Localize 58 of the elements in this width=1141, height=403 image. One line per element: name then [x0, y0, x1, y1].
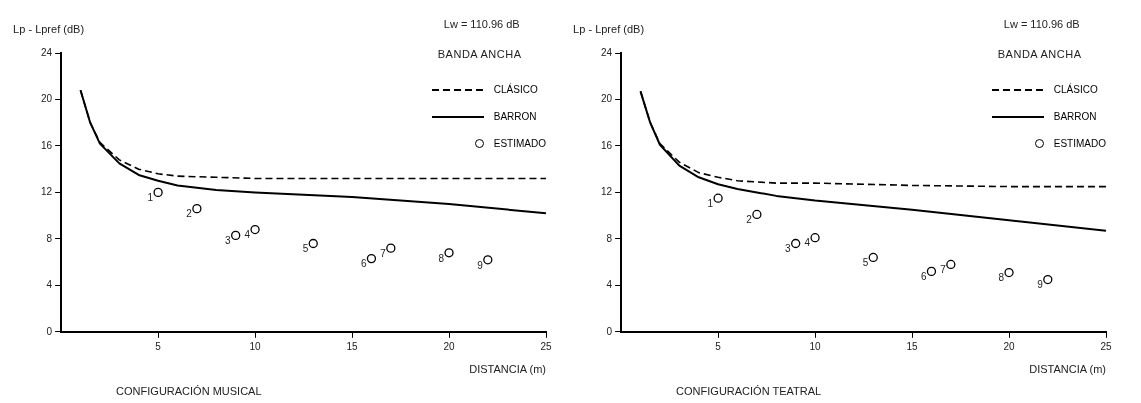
y-tick-label: 12	[41, 186, 53, 198]
annotation: 6	[920, 271, 927, 283]
legend-label: CLÁSICO	[1053, 84, 1098, 95]
x-tick-label: 5	[155, 340, 162, 352]
y-tick-label: 0	[46, 325, 53, 337]
annotation: 5	[862, 257, 869, 269]
x-tick-label: 25	[1100, 340, 1112, 352]
y-axis-title: Lp - Lpref (dB)	[573, 23, 645, 35]
annotation: 1	[707, 197, 714, 209]
annotation: 3	[785, 243, 792, 255]
annotation: 2	[746, 214, 753, 226]
annotation: 1	[147, 192, 154, 204]
annotation: 6	[360, 258, 367, 270]
y-tick-label: 24	[41, 46, 53, 58]
legend-label: ESTIMADO	[493, 138, 546, 149]
annotation: 7	[380, 247, 387, 259]
y-tick-label: 4	[606, 279, 613, 291]
y-tick-label: 8	[606, 232, 613, 244]
x-tick-label: 20	[1003, 340, 1016, 352]
text: CONFIGURACIÓN TEATRAL	[676, 385, 822, 397]
y-axis-title: Lp - Lpref (dB)	[13, 23, 85, 35]
annotation: 8	[998, 272, 1005, 284]
annotation: 9	[1037, 279, 1044, 291]
annotation: 4	[244, 229, 251, 241]
x-tick-label: 20	[443, 340, 456, 352]
legend-title: BANDA ANCHA	[996, 48, 1083, 62]
x-tick-label: 10	[809, 340, 822, 352]
annotation: 8	[438, 252, 445, 264]
annotation: 2	[186, 208, 193, 220]
y-tick-label: 24	[601, 46, 613, 58]
legend-label: BARRON	[493, 111, 537, 122]
y-tick-label: 16	[601, 139, 613, 151]
annotation: 3	[225, 235, 232, 247]
annotation: 4	[804, 237, 811, 249]
y-tick-label: 20	[601, 93, 613, 105]
text: Lw = 110.96 dB	[442, 18, 521, 32]
y-tick-label: 0	[606, 325, 613, 337]
x-tick-label: 5	[715, 340, 722, 352]
annotation: 7	[940, 264, 947, 276]
y-tick-label: 12	[601, 186, 613, 198]
text: Lw = 110.96 dB	[1002, 18, 1081, 32]
text: CONFIGURACIÓN MUSICAL	[116, 385, 262, 397]
annotation: 9	[477, 259, 484, 271]
x-tick-label: 15	[906, 340, 919, 352]
x-tick-label: 15	[346, 340, 359, 352]
annotation: 5	[302, 243, 309, 255]
x-axis-title: DISTANCIA (m)	[1029, 363, 1106, 376]
y-tick-label: 8	[46, 232, 53, 244]
legend-label: CLÁSICO	[493, 84, 538, 95]
y-tick-label: 20	[41, 93, 53, 105]
y-tick-label: 16	[41, 139, 53, 151]
x-tick-label: 10	[249, 340, 262, 352]
legend-title: BANDA ANCHA	[436, 48, 523, 62]
y-tick-label: 4	[46, 279, 53, 291]
x-axis-title: DISTANCIA (m)	[469, 363, 546, 376]
x-tick-label: 25	[540, 340, 552, 352]
legend-label: BARRON	[1053, 111, 1097, 122]
legend-label: ESTIMADO	[1053, 138, 1106, 149]
